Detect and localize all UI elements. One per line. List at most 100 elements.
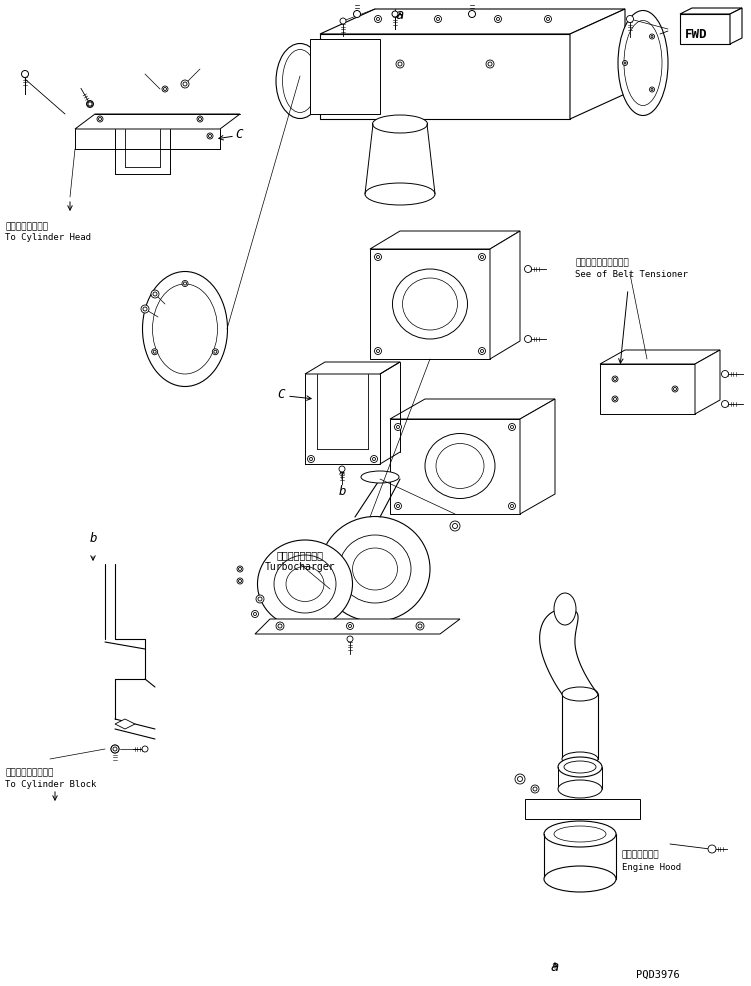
Circle shape (86, 102, 94, 108)
Circle shape (307, 457, 315, 463)
Text: シリンダヘッドへ: シリンダヘッドへ (5, 222, 48, 231)
Circle shape (111, 745, 119, 753)
Polygon shape (490, 232, 520, 360)
Circle shape (97, 117, 103, 123)
Ellipse shape (544, 866, 616, 892)
Ellipse shape (365, 183, 435, 206)
Ellipse shape (425, 434, 495, 499)
Circle shape (623, 61, 628, 66)
Ellipse shape (276, 44, 324, 119)
Circle shape (354, 12, 360, 19)
Text: To Cylinder Block: To Cylinder Block (5, 779, 96, 788)
Circle shape (450, 522, 460, 531)
Ellipse shape (372, 116, 427, 134)
Circle shape (151, 291, 159, 299)
Circle shape (392, 12, 398, 18)
Circle shape (375, 254, 382, 261)
Text: C: C (235, 128, 243, 141)
Polygon shape (115, 719, 135, 730)
Circle shape (370, 457, 378, 463)
Text: PQD3976: PQD3976 (636, 969, 680, 979)
Text: Engine Hood: Engine Hood (622, 862, 681, 871)
Ellipse shape (361, 471, 399, 483)
Polygon shape (680, 15, 730, 45)
Text: b: b (89, 531, 97, 544)
Polygon shape (390, 399, 555, 420)
Circle shape (524, 266, 532, 273)
Ellipse shape (554, 594, 576, 625)
Circle shape (508, 424, 515, 431)
Polygon shape (390, 420, 520, 515)
Ellipse shape (274, 555, 336, 613)
Polygon shape (695, 351, 720, 414)
Text: FWD: FWD (685, 29, 707, 41)
Circle shape (162, 87, 168, 93)
Circle shape (237, 566, 243, 573)
Circle shape (478, 348, 485, 355)
Circle shape (708, 845, 716, 853)
Circle shape (394, 424, 402, 431)
Circle shape (544, 17, 551, 24)
Circle shape (152, 349, 158, 355)
Circle shape (508, 503, 515, 510)
Circle shape (416, 622, 424, 630)
Ellipse shape (558, 780, 602, 799)
Ellipse shape (436, 444, 484, 489)
Circle shape (650, 35, 655, 40)
Circle shape (87, 102, 93, 107)
Circle shape (469, 12, 475, 19)
Ellipse shape (624, 22, 662, 106)
Circle shape (394, 503, 402, 510)
Polygon shape (680, 9, 742, 15)
Circle shape (111, 745, 119, 753)
Circle shape (256, 596, 264, 603)
Polygon shape (520, 399, 555, 515)
Circle shape (181, 81, 189, 89)
Polygon shape (600, 351, 720, 365)
Polygon shape (370, 249, 490, 360)
Polygon shape (305, 363, 400, 375)
Polygon shape (730, 9, 742, 45)
Polygon shape (570, 10, 625, 120)
Circle shape (375, 17, 382, 24)
Circle shape (142, 746, 148, 752)
Ellipse shape (320, 517, 430, 622)
Ellipse shape (286, 567, 324, 601)
Polygon shape (75, 115, 240, 130)
Ellipse shape (544, 821, 616, 847)
Circle shape (346, 623, 354, 630)
Circle shape (722, 371, 728, 378)
Circle shape (494, 17, 502, 24)
Circle shape (339, 466, 345, 472)
Text: ターボチャージャ: ターボチャージャ (276, 549, 324, 559)
Polygon shape (310, 40, 380, 115)
Circle shape (435, 17, 442, 24)
Ellipse shape (352, 548, 397, 591)
Circle shape (722, 401, 728, 408)
Circle shape (612, 377, 618, 383)
Polygon shape (255, 619, 460, 634)
Polygon shape (525, 800, 640, 819)
Ellipse shape (562, 752, 598, 766)
Circle shape (207, 134, 213, 140)
Circle shape (524, 336, 532, 343)
Circle shape (252, 611, 258, 618)
Ellipse shape (282, 50, 318, 113)
Ellipse shape (339, 535, 411, 603)
Text: a: a (396, 8, 404, 22)
Text: Turbocharger: Turbocharger (265, 561, 335, 572)
Circle shape (531, 785, 539, 793)
Circle shape (347, 636, 353, 642)
Ellipse shape (618, 12, 668, 116)
Text: To Cylinder Head: To Cylinder Head (5, 233, 91, 242)
Circle shape (213, 349, 219, 355)
Circle shape (672, 387, 678, 392)
Ellipse shape (562, 687, 598, 701)
Circle shape (650, 88, 655, 93)
Circle shape (626, 17, 634, 24)
Polygon shape (370, 232, 520, 249)
Polygon shape (320, 35, 570, 120)
Ellipse shape (143, 272, 228, 387)
Circle shape (478, 254, 485, 261)
Ellipse shape (403, 279, 457, 330)
